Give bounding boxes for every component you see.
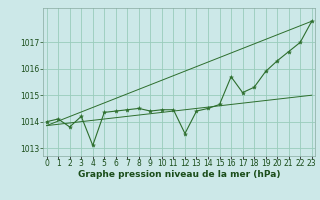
X-axis label: Graphe pression niveau de la mer (hPa): Graphe pression niveau de la mer (hPa) <box>78 170 280 179</box>
